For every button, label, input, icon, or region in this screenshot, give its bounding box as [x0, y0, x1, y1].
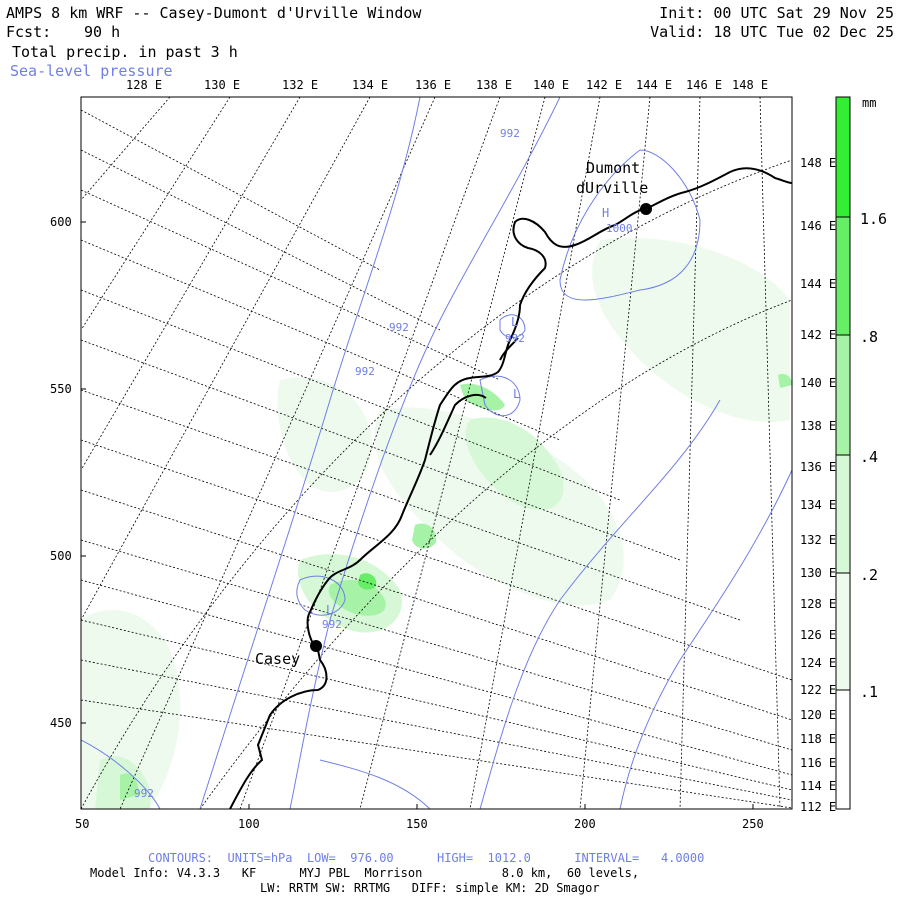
contour-info: CONTOURS: UNITS=hPa LOW= 976.00 HIGH= 10… — [148, 851, 705, 865]
contour-label: 992 — [389, 321, 409, 334]
lon-label: 134 E — [352, 78, 388, 92]
lon-label: 134 E — [800, 498, 836, 512]
lon-label: 138 E — [476, 78, 512, 92]
colorbar-segment — [836, 573, 850, 690]
lon-label: 136 E — [800, 460, 836, 474]
bottom-axis: 50 100 150 200 250 — [75, 804, 764, 831]
contour-label: 992 — [505, 332, 525, 345]
lon-label: 122 E — [800, 683, 836, 697]
colorbar-label: .4 — [860, 448, 878, 466]
lon-label: 136 E — [415, 78, 451, 92]
axis-tick-label: 250 — [742, 817, 764, 831]
contour-label: 992 — [500, 127, 520, 140]
colorbar-label: .1 — [860, 683, 878, 701]
lon-label: 114 E — [800, 779, 836, 793]
axis-tick-label: 600 — [50, 215, 72, 229]
slp-contours — [81, 97, 792, 809]
lat-lon-grid — [81, 97, 792, 809]
lon-label: 148 E — [732, 78, 768, 92]
low-center: L — [513, 387, 520, 401]
colorbar-segment — [836, 455, 850, 573]
left-axis: 600 550 500 450 — [50, 215, 86, 730]
colorbar-label: .8 — [860, 328, 878, 346]
physics-info: LW: RRTM SW: RRTMG DIFF: simple KM: 2D S… — [260, 881, 600, 895]
lon-label: 112 E — [800, 800, 836, 814]
axis-tick-label: 450 — [50, 716, 72, 730]
station-marker-icon — [310, 640, 322, 652]
lon-label: 130 E — [800, 566, 836, 580]
station-name: dUrville — [576, 179, 648, 197]
forecast-hours: 90 h — [84, 23, 121, 41]
colorbar-segment — [836, 97, 850, 217]
lon-label: 128 E — [800, 597, 836, 611]
station-marker-icon — [640, 203, 652, 215]
lon-label: 140 E — [533, 78, 569, 92]
high-center: H — [602, 206, 609, 220]
contour-label: 992 — [134, 787, 154, 800]
lon-label: 128 E — [126, 78, 162, 92]
contour-label: 1000 — [606, 222, 633, 235]
lon-label: 130 E — [204, 78, 240, 92]
lon-label: 118 E — [800, 732, 836, 746]
lon-label: 116 E — [800, 756, 836, 770]
pressure-centers: H L L L — [326, 206, 609, 617]
station-name: Dumont — [586, 159, 640, 177]
lon-label: 142 E — [586, 78, 622, 92]
axis-tick-label: 100 — [238, 817, 260, 831]
station-dumont-durville: Dumont dUrville — [576, 159, 652, 215]
axis-tick-label: 200 — [574, 817, 596, 831]
colorbar: mm 1.6 .8 .4 .2 .1 — [835, 96, 887, 810]
axis-tick-label: 500 — [50, 549, 72, 563]
contour-labels: 992 992 992 992 992 992 1000 — [134, 127, 633, 800]
station-casey: Casey — [255, 640, 322, 668]
colorbar-segment — [836, 335, 850, 455]
lon-label: 144 E — [636, 78, 672, 92]
lon-label: 144 E — [800, 277, 836, 291]
contour-label: 992 — [322, 618, 342, 631]
colorbar-unit: mm — [862, 96, 876, 110]
lon-label: 132 E — [800, 533, 836, 547]
init-time: Init: 00 UTC Sat 29 Nov 25 — [659, 4, 894, 22]
contour-label: 992 — [355, 365, 375, 378]
lon-label: 132 E — [282, 78, 318, 92]
lon-label: 146 E — [800, 219, 836, 233]
axis-tick-label: 150 — [406, 817, 428, 831]
colorbar-label: 1.6 — [860, 210, 887, 228]
low-center: L — [326, 603, 333, 617]
station-name: Casey — [255, 650, 300, 668]
colorbar-label: .2 — [860, 566, 878, 584]
field-name: Total precip. in past 3 h — [12, 43, 238, 61]
colorbar-segment — [836, 217, 850, 335]
map-title: AMPS 8 km WRF -- Casey-Dumont d'Urville … — [6, 4, 422, 22]
colorbar-segment — [836, 690, 850, 809]
lon-label: 140 E — [800, 376, 836, 390]
model-info: Model Info: V4.3.3 KF MYJ PBL Morrison 8… — [90, 866, 640, 880]
overlay-name: Sea-level pressure — [10, 62, 173, 80]
precip-shading — [81, 238, 792, 809]
axis-tick-label: 50 — [75, 817, 89, 831]
forecast-label: Fcst: — [6, 23, 52, 41]
right-lon-labels: 148 E 146 E 144 E 142 E 140 E 138 E 136 … — [800, 156, 836, 814]
low-center: L — [511, 315, 518, 329]
lon-label: 124 E — [800, 656, 836, 670]
lon-label: 146 E — [686, 78, 722, 92]
top-lon-labels: 128 E 130 E 132 E 134 E 136 E 138 E 140 … — [126, 78, 768, 92]
lon-label: 148 E — [800, 156, 836, 170]
valid-time: Valid: 18 UTC Tue 02 Dec 25 — [650, 23, 894, 41]
map-frame — [80, 96, 793, 810]
lon-label: 126 E — [800, 628, 836, 642]
lon-label: 120 E — [800, 708, 836, 722]
lon-label: 142 E — [800, 328, 836, 342]
map-area: 992 992 992 992 992 992 1000 H L L L Dum… — [81, 97, 792, 809]
lon-label: 138 E — [800, 419, 836, 433]
axis-tick-label: 550 — [50, 382, 72, 396]
